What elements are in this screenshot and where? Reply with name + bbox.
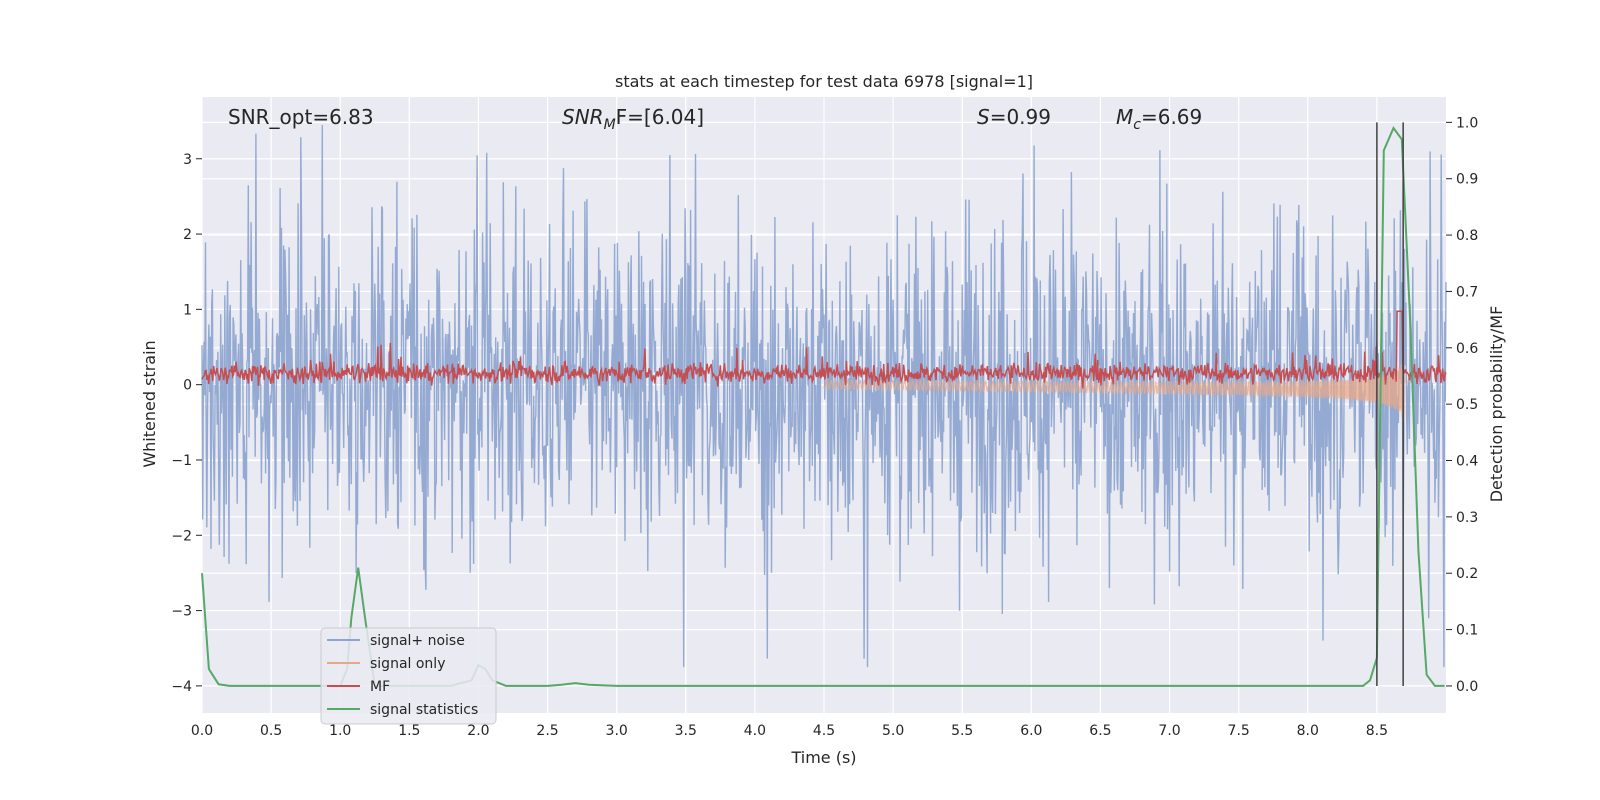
y-right-tick-label: 0.6 <box>1456 341 1478 357</box>
x-tick-label: 1.5 <box>398 723 420 739</box>
snr-mf-symbol: SNR <box>562 105 604 129</box>
x-axis-label: Time (s) <box>790 748 856 767</box>
snr-mf-annotation: SNRMF=[6.04] <box>562 105 704 133</box>
legend-label-mf: MF <box>370 679 390 695</box>
series-mf <box>201 310 1447 389</box>
s-symbol: S <box>977 105 990 129</box>
legend-label-signal-noise: signal+ noise <box>370 633 465 649</box>
y-tick-label: −3 <box>171 604 192 620</box>
x-tick-label: 8.0 <box>1297 723 1319 739</box>
y-tick-label: 3 <box>183 152 192 168</box>
mc-symbol: M <box>1116 105 1133 129</box>
snr-opt-annotation: SNR_opt=6.83 <box>228 105 374 129</box>
chart-title: stats at each timestep for test data 697… <box>615 72 1033 91</box>
mc-value: =6.69 <box>1141 105 1202 129</box>
y-tick-label: 1 <box>183 302 192 318</box>
x-tick-label: 0.0 <box>191 723 213 739</box>
x-tick-label: 3.5 <box>675 723 697 739</box>
x-tick-label: 1.0 <box>329 723 351 739</box>
y-right-tick-label: 0.8 <box>1456 228 1478 244</box>
y-axis-ticks: 3 2 1 0 −1 −2 −3 −4 <box>171 152 202 695</box>
x-tick-label: 0.5 <box>260 723 282 739</box>
y-tick-label: −1 <box>171 453 192 469</box>
series-signal-noise <box>201 124 1447 668</box>
x-tick-label: 7.5 <box>1228 723 1250 739</box>
x-tick-label: 3.0 <box>606 723 628 739</box>
mc-annotation: Mc=6.69 <box>1116 105 1202 133</box>
mc-subscript: c <box>1133 117 1141 133</box>
legend-box <box>320 627 497 725</box>
y-right-tick-label: 0.0 <box>1456 679 1478 695</box>
legend: signal+ noise signal only MF signal stat… <box>320 627 497 725</box>
vertical-markers <box>1376 122 1404 686</box>
x-tick-label: 4.0 <box>744 723 766 739</box>
s-value: =0.99 <box>990 105 1051 129</box>
y-tick-label: −2 <box>171 528 192 544</box>
y-tick-label: 0 <box>183 378 192 394</box>
x-tick-label: 8.5 <box>1366 723 1388 739</box>
x-tick-label: 5.0 <box>882 723 904 739</box>
y-right-axis-ticks: 1.0 0.9 0.8 0.7 0.6 0.5 0.4 0.3 0.2 0.1 0.0 <box>1446 115 1478 695</box>
y-right-tick-label: 0.4 <box>1456 454 1478 470</box>
y-right-tick-label: 0.3 <box>1456 510 1478 526</box>
x-tick-label: 7.0 <box>1158 723 1180 739</box>
legend-label-signal-only: signal only <box>370 656 445 672</box>
snr-mf-value: F=[6.04] <box>616 105 704 129</box>
y-axis-label: Whitened strain <box>140 340 159 467</box>
y-right-tick-label: 0.5 <box>1456 397 1478 413</box>
s-annotation: S=0.99 <box>977 105 1051 129</box>
y-right-tick-label: 0.1 <box>1456 623 1478 639</box>
y-right-tick-label: 1.0 <box>1456 115 1478 131</box>
x-tick-label: 2.5 <box>536 723 558 739</box>
x-tick-label: 5.5 <box>951 723 973 739</box>
series-signal-only <box>823 363 1412 423</box>
x-tick-label: 6.5 <box>1089 723 1111 739</box>
y-right-tick-label: 0.2 <box>1456 566 1478 582</box>
x-axis-ticks: 0.0 0.5 1.0 1.5 2.0 2.5 3.0 3.5 4.0 4.5 5.0 5.5 6.0 6… <box>191 723 1388 739</box>
x-tick-label: 6.0 <box>1020 723 1042 739</box>
legend-label-signal-statistics: signal statistics <box>370 702 478 718</box>
snr-mf-subscript: M <box>604 117 616 133</box>
y-right-tick-label: 0.9 <box>1456 172 1478 188</box>
x-tick-label: 4.5 <box>813 723 835 739</box>
x-tick-label: 2.0 <box>467 723 489 739</box>
y-tick-label: 2 <box>183 227 192 243</box>
y-tick-label: −4 <box>171 679 192 695</box>
y-right-axis-label: Detection probability/MF <box>1487 306 1506 503</box>
y-right-tick-label: 0.7 <box>1456 284 1478 300</box>
